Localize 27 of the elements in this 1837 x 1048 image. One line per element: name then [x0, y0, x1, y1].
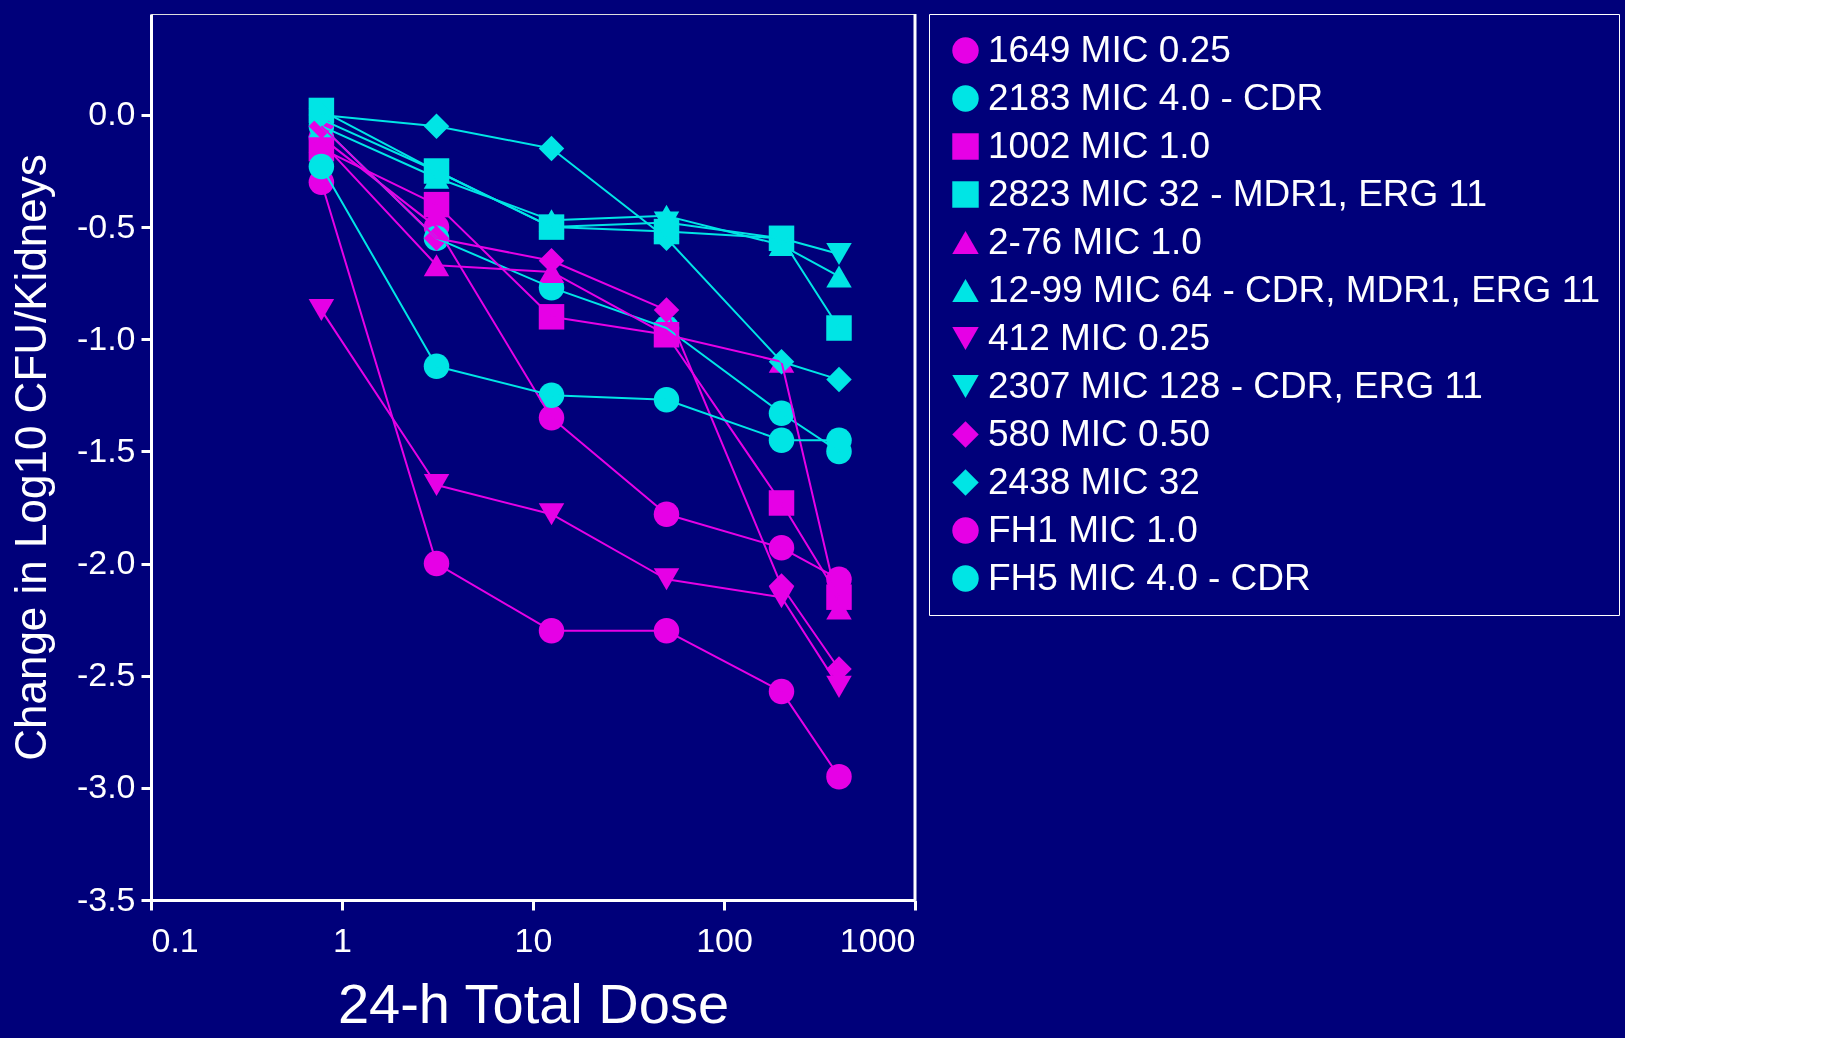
y-tick-label: -2.0: [76, 543, 136, 582]
legend-label: 1002 MIC 1.0: [988, 124, 1211, 166]
legend-label: FH1 MIC 1.0: [988, 508, 1198, 550]
x-tick-label: 100: [696, 920, 753, 959]
legend-label: 12-99 MIC 64 - CDR, MDR1, ERG 11: [988, 268, 1601, 310]
legend-label: 2-76 MIC 1.0: [988, 220, 1202, 262]
legend-label: 2823 MIC 32 - MDR1, ERG 11: [988, 172, 1487, 214]
y-tick-label: -2.5: [76, 655, 136, 694]
legend-label: 412 MIC 0.25: [988, 316, 1211, 358]
legend-label: 580 MIC 0.50: [988, 412, 1211, 454]
x-tick-label: 1: [333, 920, 352, 959]
x-tick-label: 1000: [839, 920, 916, 959]
x-axis-title: 24-h Total Dose: [337, 971, 730, 1035]
x-tick-label: 0.1: [151, 920, 199, 959]
legend-label: 2438 MIC 32: [988, 460, 1200, 502]
legend-label: 1649 MIC 0.25: [988, 28, 1231, 70]
x-tick-label: 10: [514, 920, 553, 959]
y-tick-label: -3.0: [76, 767, 136, 806]
legend-label: 2307 MIC 128 - CDR, ERG 11: [988, 364, 1483, 406]
legend-label: 2183 MIC 4.0 - CDR: [988, 76, 1324, 118]
y-tick-label: -1.0: [76, 318, 136, 357]
legend-label: FH5 MIC 4.0 - CDR: [988, 556, 1311, 598]
y-axis-title: Change in Log10 CFU/Kidneys: [5, 154, 55, 761]
y-tick-label: -3.5: [76, 879, 136, 918]
y-tick-label: 0.0: [88, 94, 136, 133]
y-tick-label: -1.5: [76, 430, 136, 469]
y-tick-label: -0.5: [76, 206, 136, 245]
